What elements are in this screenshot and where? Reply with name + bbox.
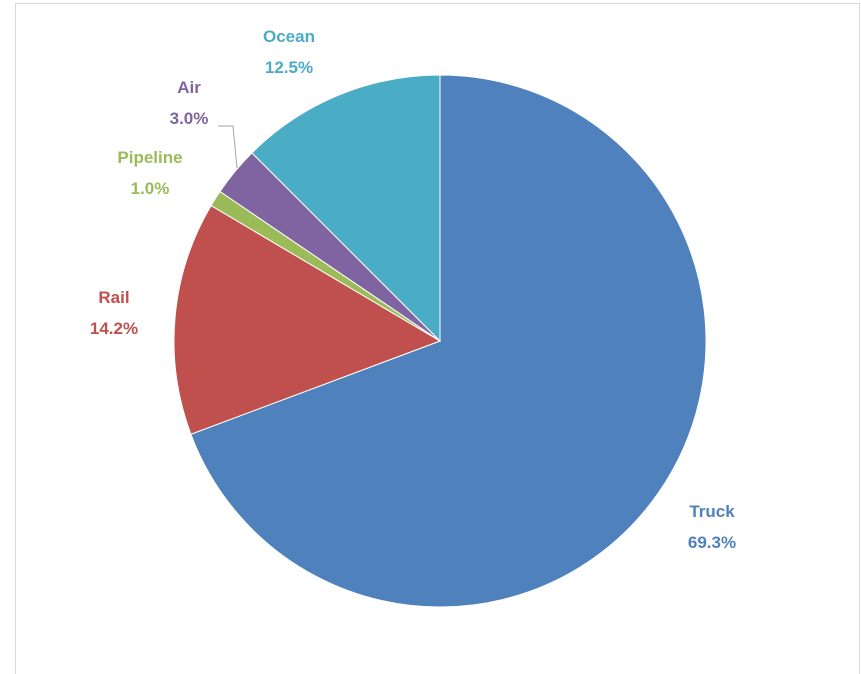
slice-label-ocean-value: 12.5% — [265, 58, 313, 77]
air-leader-line — [218, 125, 238, 169]
slice-label-truck-value: 69.3% — [688, 533, 736, 552]
pie-slice-truck — [190, 74, 707, 608]
slice-label-rail-value: 14.2% — [90, 319, 138, 338]
pie-slice-ocean — [251, 74, 441, 343]
pie-slice-rail — [173, 204, 442, 435]
slice-label-pipeline-name: Pipeline — [117, 148, 182, 167]
slice-label-ocean-name: Ocean — [263, 27, 315, 46]
slice-label-pipeline-value: 1.0% — [131, 179, 170, 198]
slice-label-air-value: 3.0% — [170, 109, 209, 128]
slice-label-rail-name: Rail — [98, 288, 129, 307]
slice-label-truck-name: Truck — [689, 502, 735, 521]
leader-lines — [218, 125, 238, 169]
pie-slices — [173, 74, 707, 608]
slice-label-air-name: Air — [177, 78, 201, 97]
